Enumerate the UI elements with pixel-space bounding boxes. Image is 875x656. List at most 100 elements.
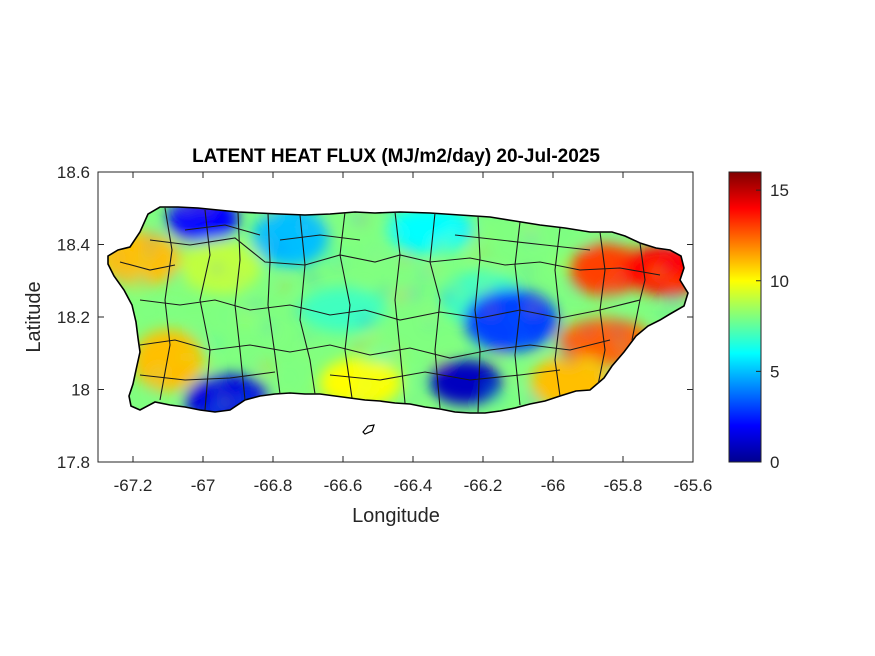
heatmap-speckle [378,315,384,320]
y-tick-label: 18.2 [57,308,90,327]
heatmap-speckle [562,231,567,236]
heatmap-speckle [436,358,446,368]
heatmap-speckle [132,287,142,297]
colorbar: 0 5 10 15 [728,171,789,472]
colorbar-gradient [728,171,762,463]
y-axis-label: Latitude [23,281,45,352]
heatmap-speckle [626,241,638,252]
municipality-boundary [429,212,441,409]
y-tick-label: 18.6 [57,163,90,182]
heatmap-speckle [366,333,378,345]
heatmap-speckle [240,309,245,315]
heatmap-region [167,207,239,244]
heatmap-speckle [212,264,222,274]
heatmap-speckle [173,248,180,255]
heatmap-speckle [526,233,537,244]
municipality-boundary [631,242,646,341]
heatmap-speckle [167,297,172,303]
heatmap-speckle [278,281,289,291]
heatmap-speckle [621,321,627,328]
heatmap-speckle [325,221,332,227]
heatmap-speckle [151,225,156,231]
heatmap-speckle [336,259,341,264]
heatmap-speckle [190,322,199,332]
heatmap-speckle [562,345,573,356]
municipality-boundary [119,261,176,271]
heatmap-speckle [398,286,409,297]
heatmap-speckle [404,246,416,258]
heatmap-speckle [568,288,575,295]
municipality-boundary [597,231,606,386]
island-coastline [107,206,689,414]
heatmap-speckle [191,236,200,245]
y-tick-label: 18.4 [57,236,90,255]
heatmap-speckle [458,283,464,289]
heatmap-speckle [525,222,536,233]
heatmap-speckle [363,354,376,366]
colorbar-tick-label: 15 [770,181,789,200]
municipality-boundary [299,214,316,395]
municipality-boundary [454,234,591,251]
x-tick-label: -65.8 [604,476,643,495]
heatmap-speckle [146,234,156,244]
municipality-boundary [474,215,481,413]
municipality-boundary [139,299,641,321]
heatmap-speckle [395,359,406,370]
heatmap-speckle [494,395,505,406]
x-axis-label: Longitude [352,505,440,527]
heatmap-speckle [479,248,488,256]
heatmap-speckle [159,358,166,364]
x-tick-label: -66 [541,476,566,495]
heatmap-speckle [340,249,345,254]
heatmap-speckle [426,320,434,328]
heatmap-speckle [146,247,155,256]
heatmap-speckle [480,282,491,293]
heatmap-speckle [569,354,581,367]
heatmap-speckle [212,401,224,413]
heatmap-speckle [353,340,365,352]
heatmap-speckle [351,213,363,225]
heatmap-speckle [186,256,192,262]
heatmap-speckle [583,238,592,247]
x-tick-label: -66.8 [254,476,293,495]
heatmap-region [621,245,688,295]
heatmap-speckle [381,340,387,346]
heatmap-speckle [469,231,478,240]
heatmap-speckle [399,255,410,266]
municipality-boundary [339,211,353,399]
heatmap-speckle [213,380,222,389]
municipality-boundary [139,371,276,381]
heatmap-speckle [444,341,450,347]
heatmap-speckle [668,296,680,308]
heatmap-speckle [138,254,147,263]
x-tick-label: -65.6 [674,476,713,495]
heatmap-region [252,207,329,267]
heatmap-speckle [553,345,564,356]
heatmap-speckle [471,285,477,291]
heatmap-speckle [379,371,391,383]
heatmap-speckle [366,384,372,389]
heatmap-speckle [250,303,256,309]
heatmap-speckle [249,361,255,366]
heatmap-speckle [527,302,539,314]
heatmap-speckle [447,230,458,240]
heatmap-speckle [185,249,191,255]
municipality-boundary [514,221,521,406]
heatmap-speckle [294,307,303,317]
heatmap-speckle [244,387,251,394]
heatmap-speckle [369,318,375,324]
heatmap-speckle [566,316,573,323]
colorbar-tick-label: 10 [770,272,789,291]
heatmap-speckle [241,253,248,260]
x-tick-label: -67 [191,476,216,495]
heatmap-speckle [675,290,685,300]
heatmap-speckle [314,254,320,261]
heatmap-speckle [547,340,556,349]
municipality-boundary [159,207,173,401]
heatmap-speckle [485,385,491,392]
heatmap-speckle [358,377,367,385]
heatmap-speckle [153,369,163,379]
heatmap-speckle [357,278,369,290]
heatmap-speckle [372,234,380,242]
heatmap-speckle [658,309,666,317]
